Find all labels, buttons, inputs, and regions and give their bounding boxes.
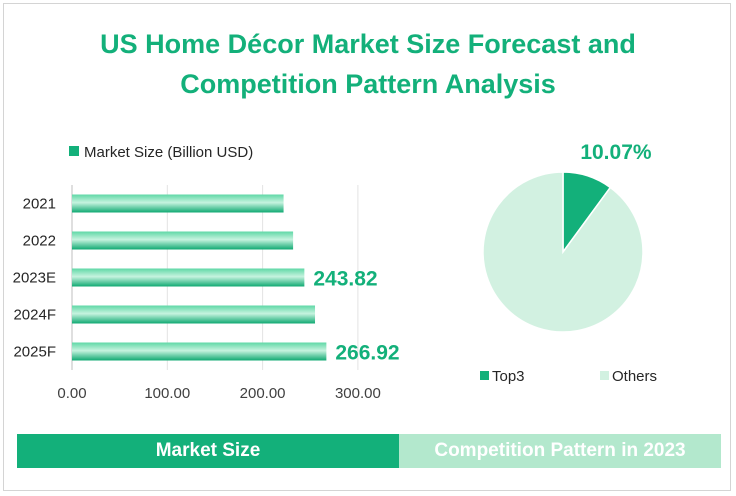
y-tick-label: 2025F (13, 344, 56, 361)
pie-legend-label: Others (612, 368, 657, 385)
pie-chart: 10.07% Top3 Others (480, 141, 657, 385)
page-title: US Home Décor Market Size Forecast and C… (0, 24, 736, 104)
y-tick-label: 2022 (23, 233, 56, 250)
title-line-1: US Home Décor Market Size Forecast and (100, 29, 636, 59)
x-tick-label: 300.00 (335, 385, 381, 402)
pie-legend-swatch (480, 371, 489, 380)
bar-chart: 0.00 100.00 200.00 300.00 2021 2022 2023E 243.8… (13, 144, 400, 402)
y-tick-label: 2023E (13, 270, 56, 287)
bar (72, 194, 284, 213)
bar (72, 231, 294, 250)
pie-data-label: 10.07% (580, 141, 652, 164)
y-tick-label: 2024F (13, 307, 56, 324)
pie-slice (482, 171, 644, 333)
market-size-footer: Market Size (17, 434, 399, 468)
bar (72, 342, 327, 361)
x-tick-label: 0.00 (57, 385, 86, 402)
x-tick-label: 200.00 (240, 385, 286, 402)
bar (72, 268, 305, 287)
y-tick-label: 2021 (23, 196, 56, 213)
data-label: 266.92 (335, 342, 399, 365)
competition-pattern-footer: Competition Pattern in 2023 (399, 434, 721, 468)
x-tick-label: 100.00 (144, 385, 190, 402)
data-label: 243.82 (313, 268, 377, 291)
bar (72, 305, 316, 324)
title-line-2: Competition Pattern Analysis (180, 69, 556, 99)
pie-legend-label: Top3 (492, 368, 525, 385)
legend-label: Market Size (Billion USD) (84, 144, 253, 161)
legend-swatch (69, 146, 79, 156)
pie-legend-swatch (600, 371, 609, 380)
